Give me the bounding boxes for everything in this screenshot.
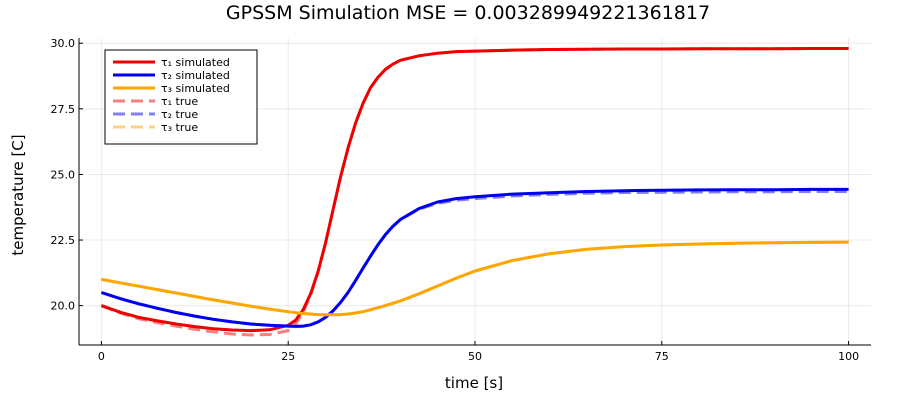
- legend-label: τ₁ simulated: [161, 56, 230, 69]
- series-line-2: [100, 187, 849, 328]
- grid: [79, 38, 871, 345]
- legend-box: [104, 49, 258, 145]
- legend-label: τ₁ true: [161, 95, 198, 108]
- legend-label: τ₂ true: [161, 108, 198, 121]
- series-line-3: [101, 240, 849, 317]
- x-axis-label: time [s]: [445, 374, 503, 392]
- y-tick-label: 25.0: [51, 168, 76, 181]
- y-tick-label: 27.5: [51, 103, 76, 116]
- x-tick-label: 0: [98, 350, 105, 363]
- legend-label: τ₂ simulated: [161, 69, 230, 82]
- series-line-1: [100, 47, 849, 333]
- x-tick-label: 25: [281, 350, 295, 363]
- x-tick-label: 100: [838, 350, 859, 363]
- legend-label: τ₃ simulated: [161, 82, 230, 95]
- series-lines: [100, 47, 849, 337]
- legend-label: τ₃ true: [161, 121, 198, 134]
- y-tick-label: 20.0: [51, 300, 76, 313]
- axes: [78, 38, 871, 346]
- x-tick-label: 50: [468, 350, 482, 363]
- tick-labels: 0 25 50 75 100 20.0 22.5 25.0 27.5 30.0: [51, 37, 860, 363]
- y-tick-label: 30.0: [51, 37, 76, 50]
- y-tick-label: 22.5: [51, 234, 76, 247]
- y-axis-label: temperature [C]: [9, 134, 27, 255]
- x-tick-label: 75: [655, 350, 669, 363]
- chart-title: GPSSM Simulation MSE = 0.003289949221361…: [226, 2, 710, 24]
- series-line-5: [100, 190, 849, 328]
